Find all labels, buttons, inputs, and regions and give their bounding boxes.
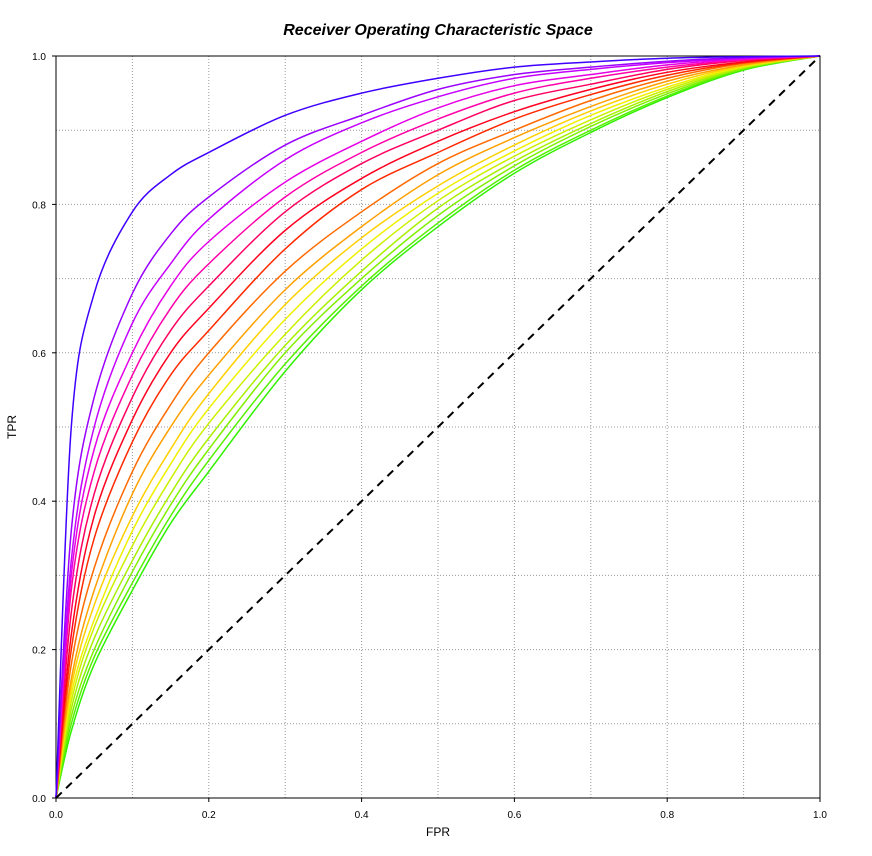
x-tick-label: 0.0 [49,810,63,821]
x-axis-label: FPR [426,825,450,839]
roc-curve-line [55,55,821,799]
roc-curve-line [55,55,821,799]
y-tick-label: 0.0 [32,794,46,805]
y-axis-ticks: 0.0 0.2 0.4 0.6 0.8 1.0 [32,52,56,805]
roc-curve-line [55,55,821,799]
roc-curve-line [55,55,821,799]
plot-area-border [55,55,821,799]
y-tick-label: 0.2 [32,646,46,657]
grid-lines [56,56,820,798]
x-tick-label: 0.8 [660,810,674,821]
x-tick-label: 0.6 [507,810,521,821]
roc-curve-line [55,55,821,799]
roc-curve-line [55,55,821,799]
y-tick-label: 0.4 [32,497,46,508]
y-tick-label: 0.6 [32,349,46,360]
y-axis-label: TPR [5,415,19,439]
roc-curve-line [55,55,821,799]
y-tick-label: 1.0 [32,52,46,63]
roc-curve-line [55,55,821,799]
x-axis-ticks: 0.0 0.2 0.4 0.6 0.8 1.0 [49,798,827,821]
random-classifier-diagonal [55,55,821,799]
roc-curve-line [55,55,821,799]
roc-curve-line [55,55,821,799]
roc-curve-line [55,55,821,799]
y-tick-label: 0.8 [32,200,46,211]
x-tick-label: 0.4 [355,810,369,821]
chart-title: Receiver Operating Characteristic Space [283,22,593,39]
roc-curve-line [55,55,821,799]
x-tick-label: 1.0 [813,810,827,821]
roc-series-group [55,55,821,799]
roc-curve-line [55,55,821,799]
roc-curve-line [55,55,821,799]
roc-curve-line [55,55,821,799]
x-tick-label: 0.2 [202,810,216,821]
roc-curve-line [55,55,821,799]
roc-curve-line [55,55,821,799]
